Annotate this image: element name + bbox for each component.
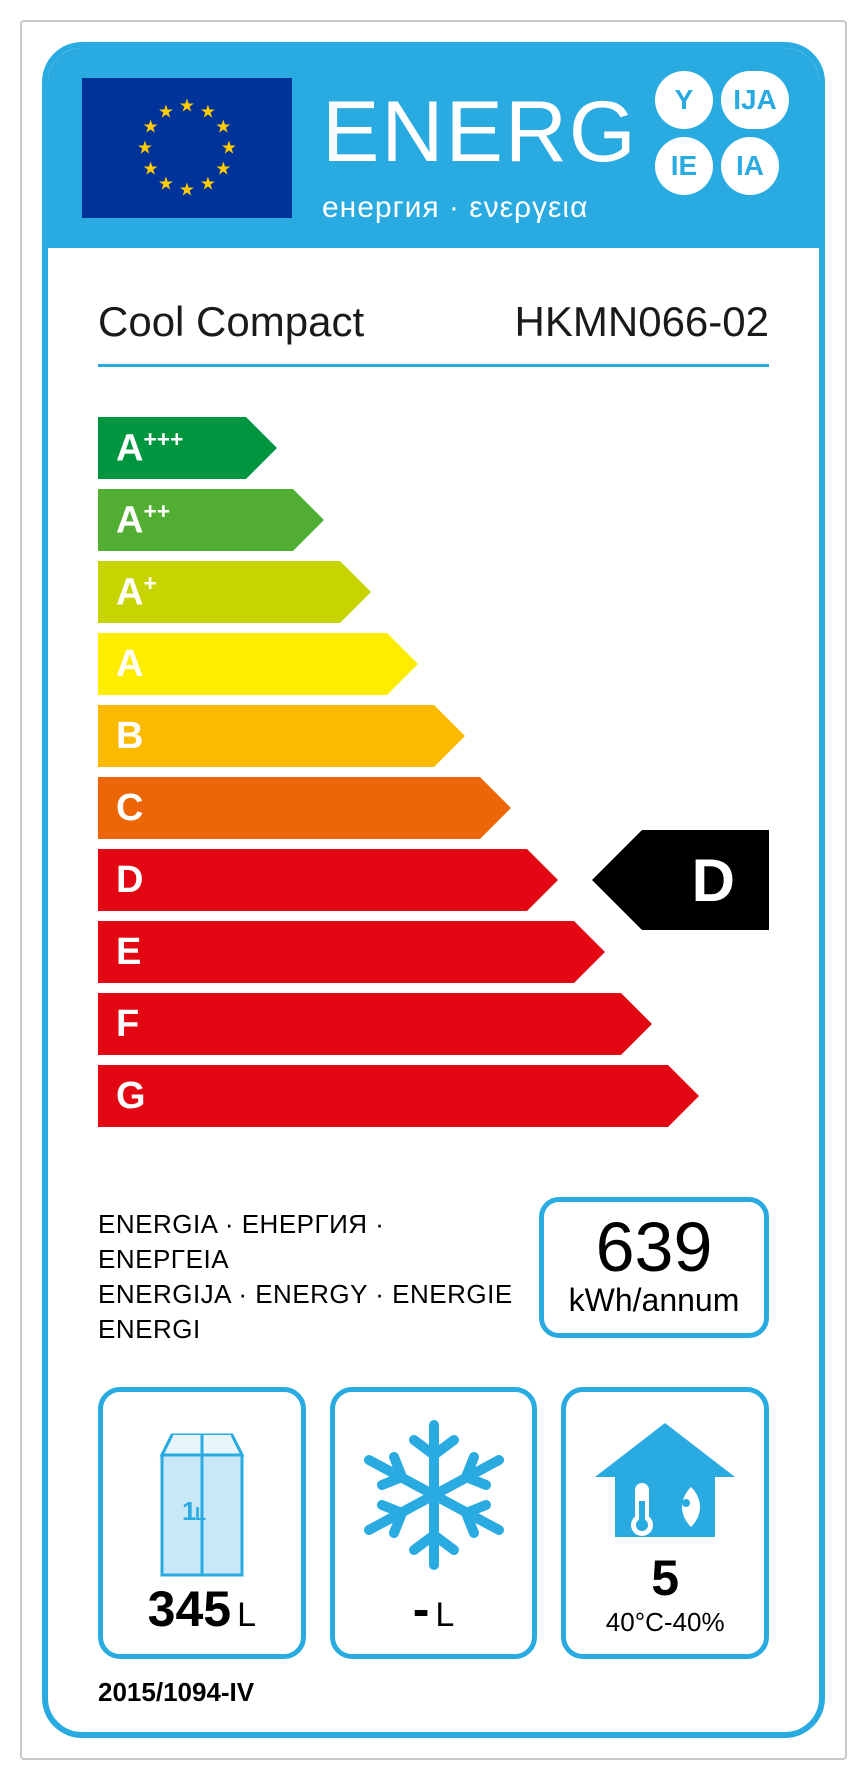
efficiency-row: E xyxy=(98,921,769,983)
fridge-value: 345 xyxy=(148,1580,231,1638)
efficiency-row: A+++ xyxy=(98,417,769,479)
efficiency-row: A+ xyxy=(98,561,769,623)
climate-class-box: 5 40°C-40% xyxy=(561,1387,769,1659)
model: HKMN066-02 xyxy=(515,298,769,346)
climate-condition: 40°C-40% xyxy=(606,1607,725,1638)
bubble: Y xyxy=(655,71,713,129)
brand-row: Cool Compact HKMN066-02 xyxy=(48,248,819,364)
freezer-unit: L xyxy=(435,1596,454,1635)
kwh-value: 639 xyxy=(564,1212,744,1282)
header: ★★★★★★★★★★★★ ENERG Y IJA IE IA енергия ·… xyxy=(48,48,819,248)
bottom-boxes: 1 L 345 L xyxy=(48,1357,819,1671)
eu-flag: ★★★★★★★★★★★★ xyxy=(48,48,312,248)
lower-row: ENERGIA · ЕНЕРГИЯ · ΕΝΕΡΓΕΙΑENERGIJA · E… xyxy=(48,1157,819,1357)
energ-suffix-bubbles: Y IJA IE IA xyxy=(655,71,789,195)
efficiency-arrow: A++ xyxy=(98,489,293,551)
efficiency-arrow: D xyxy=(98,849,527,911)
efficiency-arrow: C xyxy=(98,777,480,839)
freezer-volume-box: - L xyxy=(330,1387,538,1659)
energy-word-list: ENERGIA · ЕНЕРГИЯ · ΕΝΕΡΓΕΙΑENERGIJA · E… xyxy=(98,1197,519,1347)
snowflake-icon xyxy=(343,1410,525,1580)
bubble: IA xyxy=(721,137,779,195)
manufacturer: Cool Compact xyxy=(98,298,364,346)
efficiency-arrow: F xyxy=(98,993,621,1055)
efficiency-arrows: A+++A++A+ABCDDEFG xyxy=(48,367,819,1157)
fridge-volume-box: 1 L 345 L xyxy=(98,1387,306,1659)
efficiency-arrow: A+ xyxy=(98,561,340,623)
kwh-box: 639 kWh/annum xyxy=(539,1197,769,1338)
efficiency-row: DD xyxy=(98,849,769,911)
climate-class: 5 xyxy=(651,1549,679,1607)
bubble: IE xyxy=(655,137,713,195)
milk-carton-icon: 1 L xyxy=(111,1410,293,1580)
regulation-ref: 2015/1094-IV xyxy=(48,1671,819,1732)
energy-label: ★★★★★★★★★★★★ ENERG Y IJA IE IA енергия ·… xyxy=(42,42,825,1738)
efficiency-row: A++ xyxy=(98,489,769,551)
efficiency-arrow: E xyxy=(98,921,574,983)
efficiency-row: A xyxy=(98,633,769,695)
eu-flag-inner: ★★★★★★★★★★★★ xyxy=(82,78,292,218)
climate-icon xyxy=(574,1410,756,1549)
efficiency-row: F xyxy=(98,993,769,1055)
efficiency-arrow: A+++ xyxy=(98,417,246,479)
rating-badge: D xyxy=(642,830,769,930)
svg-text:L: L xyxy=(195,1504,206,1524)
energ-subtitle: енергия · ενεργεια xyxy=(322,191,789,225)
efficiency-arrow: G xyxy=(98,1065,668,1127)
efficiency-arrow: B xyxy=(98,705,434,767)
efficiency-row: B xyxy=(98,705,769,767)
bubble: IJA xyxy=(721,71,789,129)
efficiency-arrow: A xyxy=(98,633,387,695)
outer-frame: ★★★★★★★★★★★★ ENERG Y IJA IE IA енергия ·… xyxy=(20,20,847,1760)
freezer-value: - xyxy=(413,1580,430,1638)
fridge-unit: L xyxy=(237,1596,256,1635)
energ-block: ENERG Y IJA IE IA енергия · ενεργεια xyxy=(312,48,819,248)
energ-title: ENERG xyxy=(322,94,638,171)
efficiency-row: G xyxy=(98,1065,769,1127)
kwh-unit: kWh/annum xyxy=(564,1282,744,1319)
